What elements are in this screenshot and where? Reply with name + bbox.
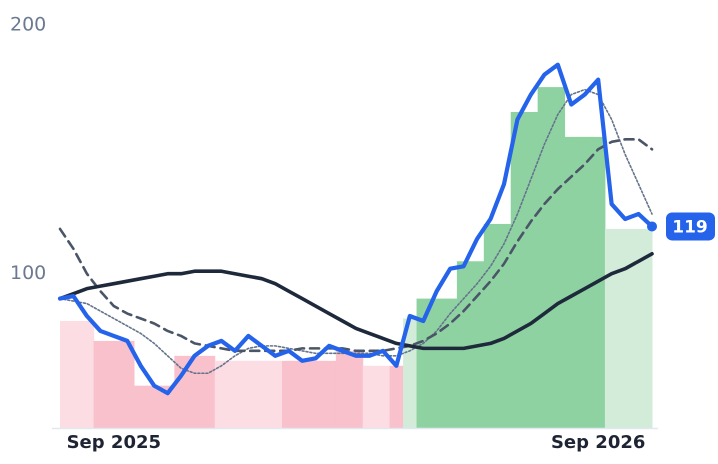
area-bar [551,87,566,429]
line [59,88,653,375]
area-bar [456,261,471,428]
area-bar [618,228,633,428]
line [58,138,654,353]
area-bar [578,136,592,428]
area-bar [160,385,175,428]
area-bar [483,223,498,428]
area-bar [335,350,350,428]
area-bar [268,360,283,428]
area-bar [255,360,270,428]
area-bar [376,365,391,428]
area-bar [564,136,579,428]
area-bar [107,340,122,428]
area-bar [430,298,444,428]
line [58,252,654,351]
area-bar [537,87,552,429]
area-bar [147,385,162,428]
badge-bg [666,212,715,241]
y-tick-label: 200 [10,13,46,35]
area-bar [604,228,619,428]
area-bar [228,360,243,428]
area-bar [295,360,310,428]
last-point [647,221,657,232]
area-bar [443,298,458,428]
area-bar [66,321,81,428]
area-bar [645,228,653,428]
area-bar [389,365,404,428]
area-bar [187,355,202,428]
area-bar [282,360,296,428]
area-bar [201,355,216,428]
area-bar [214,360,229,428]
area-bar [362,365,377,428]
y-tick-label: 100 [10,262,46,284]
area-bar [416,298,431,428]
area-bar [93,340,108,428]
area-bar [80,321,95,428]
area-bar [241,360,256,428]
area-bar [322,360,337,428]
area-bar [349,350,364,428]
area-bar [497,223,512,428]
line [57,62,655,396]
area-bar [308,360,323,428]
area-bar [510,111,525,428]
last-value-label: 119 [672,217,708,237]
x-tick-label: Sep 2026 [551,432,645,453]
area-bar [524,111,539,428]
x-tick-label: Sep 2025 [67,432,161,453]
area-bar [120,340,135,428]
area-bar [60,321,68,428]
area-bar [134,385,148,428]
area-bar [631,228,646,428]
